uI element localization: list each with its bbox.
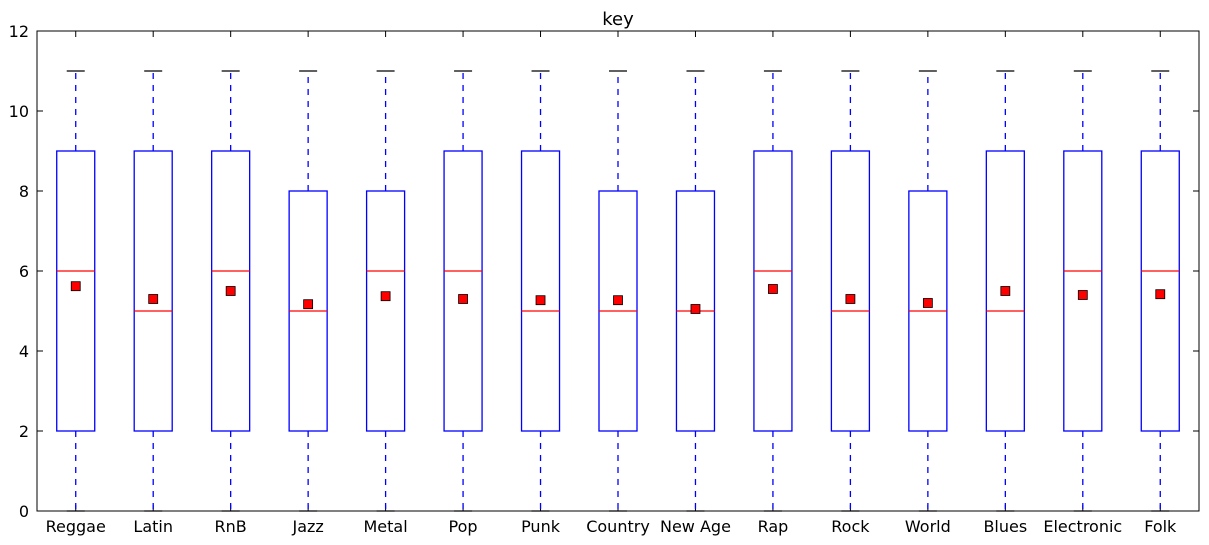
box [133, 150, 173, 432]
x-tick-label: RnB [215, 517, 247, 536]
x-tick-label: Latin [133, 517, 173, 536]
mean-marker [148, 294, 159, 304]
mean-marker [768, 284, 778, 294]
mean-marker [922, 298, 933, 308]
mean-marker [225, 286, 236, 296]
box [443, 150, 483, 432]
mean-marker [70, 281, 81, 292]
mean-marker [1000, 286, 1011, 296]
mean-marker [845, 294, 856, 304]
y-tick-label: 12 [9, 22, 29, 41]
mean-marker [380, 291, 391, 302]
x-tick-label: Folk [1144, 517, 1177, 536]
box [520, 150, 561, 432]
y-tick-label: 4 [19, 342, 29, 361]
box [56, 150, 96, 432]
box [1140, 150, 1180, 432]
x-tick-label: Reggae [46, 517, 106, 536]
box [753, 150, 793, 432]
x-tick-label: New Age [660, 517, 731, 536]
x-tick-label: Blues [983, 517, 1027, 536]
y-tick-label: 6 [19, 262, 29, 281]
mean-marker [458, 294, 468, 304]
y-tick-label: 8 [19, 182, 29, 201]
x-tick-label: Electronic [1043, 517, 1122, 536]
x-tick-label: Rock [831, 517, 870, 536]
x-tick-label: World [905, 517, 951, 536]
y-tick-label: 2 [19, 422, 29, 441]
box [211, 150, 251, 432]
box [1063, 150, 1103, 432]
box [830, 150, 871, 432]
mean-marker [303, 299, 314, 310]
x-tick-label: Punk [521, 517, 561, 536]
x-tick-label: Rap [758, 517, 789, 536]
mean-marker [1077, 290, 1088, 300]
chart-title: key [602, 9, 634, 30]
plot-area: 0 2 4 6 8 10 12 Reggae Latin RnB Jazz Metal Pop Punk C… [9, 22, 1200, 536]
y-tick-label: 10 [9, 102, 29, 121]
mean-marker [690, 304, 701, 314]
box [365, 190, 406, 432]
x-tick-label: Pop [449, 517, 478, 536]
box [985, 150, 1025, 432]
mean-marker [535, 295, 546, 306]
x-tick-label: Country [586, 517, 650, 536]
x-tick-label: Metal [364, 517, 408, 536]
mean-marker [613, 295, 623, 306]
mean-marker [1155, 289, 1166, 300]
y-tick-label: 0 [19, 502, 29, 521]
x-tick-label: Jazz [291, 517, 323, 536]
